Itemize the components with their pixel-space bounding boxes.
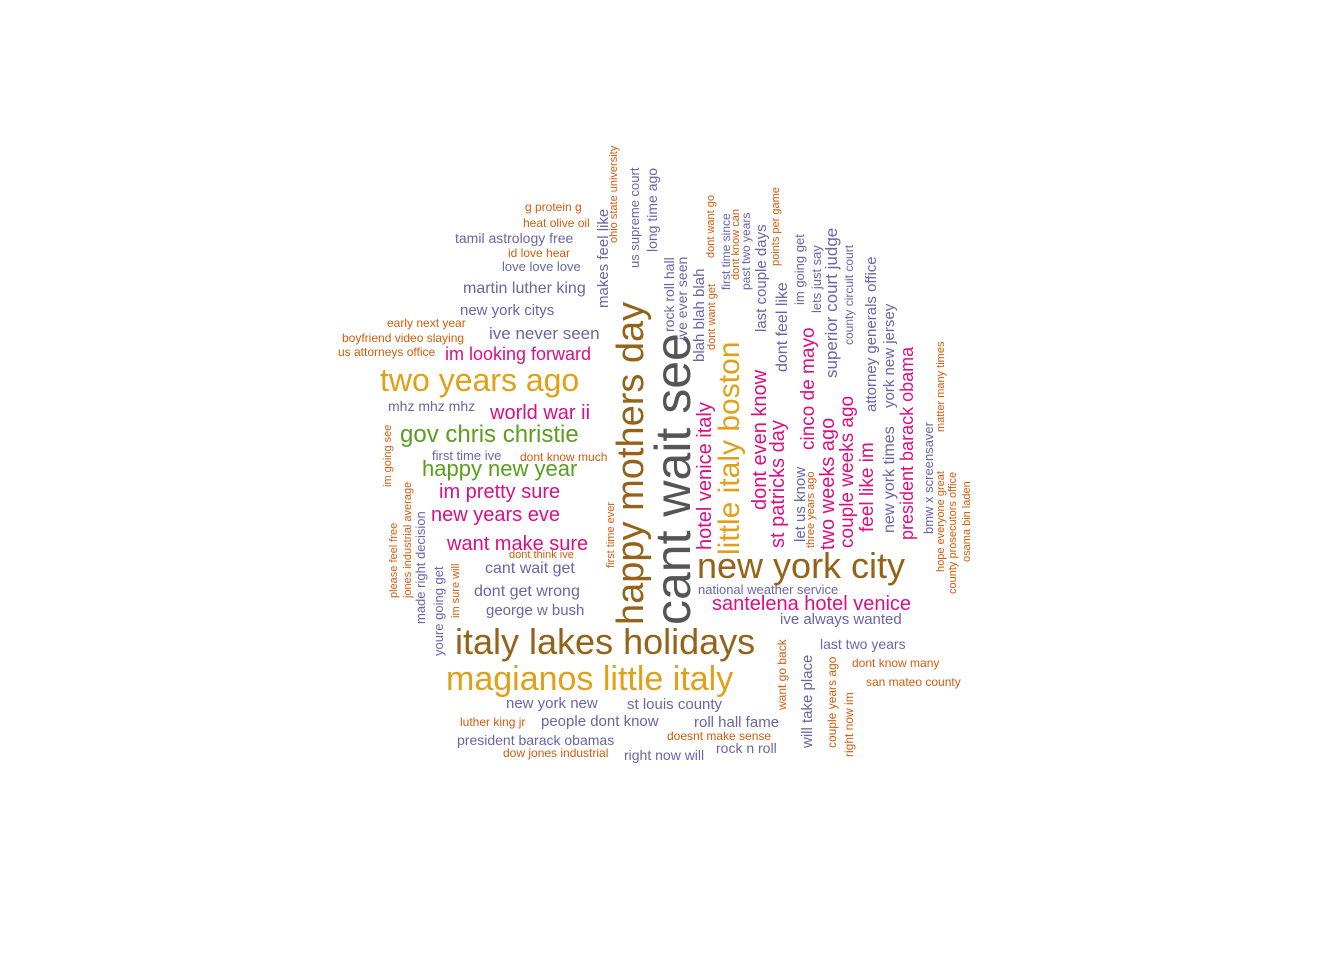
word-first-time-ive: first time ive [432, 448, 502, 463]
word-couple-years-ago: couple years ago [825, 656, 839, 748]
word-g-protein-g: g protein g [525, 200, 582, 214]
word-will-take-place: will take place [799, 654, 816, 748]
word-us-supreme-court: us supreme court [627, 167, 642, 268]
word-st-patricks-day: st patricks day [767, 420, 789, 548]
word-early-next-year: early next year [387, 316, 466, 330]
word-two-years-ago: two years ago [380, 362, 580, 398]
word-little-italy-boston: little italy boston [713, 341, 746, 555]
word-cant-wait-see: cant wait see [645, 333, 701, 625]
word-dont-even-know: dont even know [749, 369, 771, 510]
word-gov-chris-christie: gov chris christie [400, 421, 579, 448]
word-tamil-astrology-free: tamil astrology free [455, 230, 574, 246]
word-long-time-ago: long time ago [644, 167, 660, 252]
word-superior-court-judge: superior court judge [822, 227, 841, 378]
word-im-sure-will: im sure will [450, 563, 462, 618]
word-dont-get-wrong: dont get wrong [474, 583, 580, 600]
word-im-looking-forward: im looking forward [445, 344, 592, 364]
word-points-per-game: points per game [770, 187, 782, 266]
word-doesnt-make-sense: doesnt make sense [667, 729, 772, 743]
word-roll-hall-fame: roll hall fame [694, 714, 780, 731]
word-youre-going-get: youre going get [431, 566, 446, 656]
word-right-now-im: right now im [842, 692, 856, 757]
word-couple-weeks-ago: couple weeks ago [837, 395, 858, 548]
word-feel-like-im: feel like im [857, 442, 878, 532]
word-george-w-bush: george w bush [486, 602, 585, 619]
word-dont-think-ive: dont think ive [509, 549, 574, 561]
word-please-feel-free: please feel free [388, 522, 400, 598]
word-dow-jones-industrial: dow jones industrial [503, 746, 609, 760]
word-world-war-ii: world war ii [490, 402, 591, 424]
word-dont-want-get: dont want get [706, 283, 718, 350]
word-mhz-mhz-mhz: mhz mhz mhz [388, 398, 476, 414]
word-new-york-times: new york times [881, 426, 898, 533]
word-dont-know-can: dont know can [730, 209, 742, 280]
word-ive-never-seen: ive never seen [489, 324, 600, 343]
word-last-two-years: last two years [820, 636, 906, 652]
word-new-years-eve: new years eve [431, 504, 560, 526]
word-made-right-decision: made right decision [413, 511, 428, 624]
word-san-mateo-county: san mateo county [866, 675, 961, 689]
word-happy-new-year: happy new year [422, 456, 578, 481]
word-cinco-de-mayo: cinco de mayo [798, 327, 819, 450]
word-luther-king-jr: luther king jr [460, 715, 526, 729]
word-new-york-citys: new york citys [460, 302, 555, 319]
word-hotel-venice-italy: hotel venice italy [694, 402, 716, 550]
word-ive-always-wanted: ive always wanted [780, 611, 902, 628]
word-id-love-hear: id love hear [508, 246, 571, 260]
word-national-weather-service: national weather service [698, 582, 839, 597]
word-dont-feel-like: dont feel like [774, 282, 791, 372]
word-three-years-ago: three years ago [805, 471, 817, 548]
word-president-barack-obamas: president barack obamas [457, 732, 615, 748]
word-first-time-ever: first time ever [605, 501, 617, 568]
word-bmw-x-screensaver: bmw x screensaver [921, 422, 936, 534]
word-last-couple-days: last couple days [753, 224, 770, 332]
word-cloud-area: cant wait see happy mothers day new york c… [338, 145, 973, 763]
word-county-circuit-court: county circuit court [842, 244, 856, 345]
word-magianos-little-italy: magianos little italy [446, 660, 734, 698]
word-dont-know-much: dont know much [520, 450, 608, 464]
word-want-go-back: want go back [775, 639, 789, 710]
word-love-love-love: love love love [502, 259, 581, 274]
word-ohio-state-university: ohio state university [608, 145, 620, 243]
word-people-dont-know: people dont know [541, 713, 659, 730]
word-matter-many-times: matter many times [935, 341, 947, 432]
word-im-going-see: im going see [382, 424, 394, 487]
word-im-pretty-sure: im pretty sure [439, 481, 561, 503]
word-blah-blah-blah: blah blah blah [691, 268, 708, 362]
word-boyfriend-video-slaying: boyfriend video slaying [342, 331, 465, 345]
word-attorney-generals-office: attorney generals office [863, 256, 880, 412]
word-rock-n-roll: rock n roll [716, 740, 777, 756]
word-heat-olive-oil: heat olive oil [523, 216, 590, 230]
word-happy-mothers-day: happy mothers day [610, 301, 652, 625]
word-county-prosecutors-office: county prosecutors office [947, 471, 959, 594]
word-us-attorneys-office: us attorneys office [338, 345, 436, 359]
word-dont-want-go: dont want go [705, 195, 717, 258]
word-ive-ever-seen: ive ever seen [674, 256, 690, 340]
word-want-make-sure: want make sure [447, 533, 589, 555]
word-york-new-jersey: york new jersey [881, 303, 898, 408]
word-osama-bin-laden: osama bin laden [961, 481, 973, 562]
word-st-louis-county: st louis county [627, 696, 723, 713]
word-new-york-new: new york new [506, 695, 598, 712]
word-two-weeks-ago: two weeks ago [817, 417, 839, 550]
word-new-york-city: new york city [697, 545, 906, 586]
word-cant-wait-get: cant wait get [485, 560, 575, 577]
word-hope-everyone-great: hope everyone great [935, 471, 947, 572]
word-president-barack-obama: president barack obama [897, 346, 917, 540]
word-dont-know-many: dont know many [852, 656, 940, 670]
word-santelena-hotel-venice: santelena hotel venice [712, 593, 912, 615]
word-jones-industrial-average: jones industrial average [402, 481, 414, 598]
word-martin-luther-king: martin luther king [463, 280, 586, 297]
word-right-now-will: right now will [624, 747, 705, 763]
word-im-going-get: im going get [792, 234, 807, 305]
word-italy-lakes-holidays: italy lakes holidays [455, 621, 756, 662]
